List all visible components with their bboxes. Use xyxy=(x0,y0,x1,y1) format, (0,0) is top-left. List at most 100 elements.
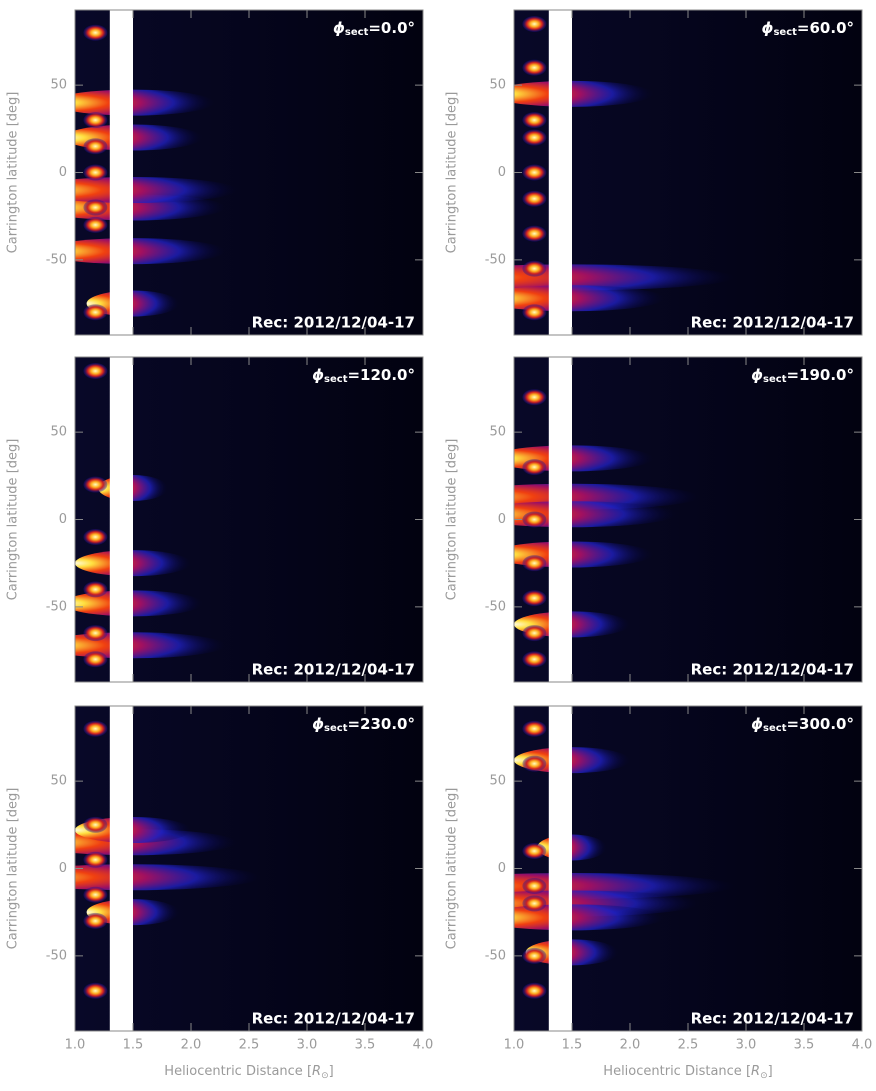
inner-blob xyxy=(522,651,547,668)
inner-blob xyxy=(522,895,547,912)
inner-blob xyxy=(522,843,547,860)
y-tick-label: 50 xyxy=(489,774,506,789)
y-tick-label: 50 xyxy=(50,425,67,440)
inner-blob xyxy=(83,581,108,598)
panel-title: ϕsect=0.0° xyxy=(333,19,415,39)
y-tick-label: -50 xyxy=(46,948,67,963)
inner-blob xyxy=(83,216,108,233)
y-axis-label: Carrington latitude [deg] xyxy=(445,788,460,950)
x-tick-label: 3.5 xyxy=(794,1038,815,1053)
x-tick-label: 3.5 xyxy=(355,1038,376,1053)
y-tick-label: -50 xyxy=(485,252,506,267)
x-tick-label: 2.5 xyxy=(678,1038,699,1053)
title-symbol: ϕ xyxy=(312,366,324,384)
title-text: =230.0° xyxy=(347,715,415,733)
inner-blob xyxy=(522,511,547,528)
inner-blob xyxy=(522,225,547,242)
occulter xyxy=(548,706,572,1031)
y-tick-label: -50 xyxy=(46,599,67,614)
inner-blob xyxy=(522,389,547,406)
inner-blob xyxy=(83,164,108,181)
x-tick-label: 4.0 xyxy=(413,1038,434,1053)
y-tick-label: 50 xyxy=(489,425,506,440)
title-text: =0.0° xyxy=(368,19,415,37)
streamer xyxy=(514,80,654,107)
panel-title: ϕsect=120.0° xyxy=(312,366,415,386)
annotation: Rec: 2012/12/04-17 xyxy=(691,1010,854,1028)
x-tick-label: 2.0 xyxy=(620,1038,641,1053)
inner-blob xyxy=(83,851,108,868)
panel: -50 0 50 1.0 1.5 2.0 2.5 3.0 3.5 4.0 Carrington la… xyxy=(6,705,434,1081)
inner-blob xyxy=(83,112,108,129)
x-label-end: ] xyxy=(329,1064,334,1079)
title-symbol: ϕ xyxy=(312,715,324,733)
inner-blob xyxy=(83,982,108,999)
panel-title: ϕsect=190.0° xyxy=(751,366,854,386)
x-tick-label: 1.5 xyxy=(123,1038,144,1053)
x-label-sub: ⊙ xyxy=(760,1071,768,1081)
y-tick-label: 50 xyxy=(50,78,67,93)
panel-title: ϕsect=60.0° xyxy=(762,19,854,39)
x-tick-label: 1.0 xyxy=(504,1038,525,1053)
panel: -50 0 50 Carrington latitude [deg] ϕsect=60.… xyxy=(445,9,863,336)
inner-blob xyxy=(83,720,108,737)
y-axis-label: Carrington latitude [deg] xyxy=(445,92,460,254)
y-tick-label: 0 xyxy=(59,861,67,876)
streamer xyxy=(514,541,654,568)
x-axis-label: Heliocentric Distance [R⊙] xyxy=(603,1064,772,1081)
inner-blob xyxy=(522,459,547,476)
x-tick-label: 4.0 xyxy=(852,1038,873,1053)
inner-blob xyxy=(83,24,108,41)
inner-blob xyxy=(83,138,108,155)
inner-blob xyxy=(522,625,547,642)
title-sub: sect xyxy=(773,27,797,38)
title-sub: sect xyxy=(324,374,348,385)
title-symbol: ϕ xyxy=(751,715,763,733)
inner-blob xyxy=(83,199,108,216)
y-axis-label: Carrington latitude [deg] xyxy=(6,439,21,601)
title-text: =300.0° xyxy=(786,715,854,733)
y-tick-label: 0 xyxy=(498,861,506,876)
occulter xyxy=(109,357,133,682)
inner-blob xyxy=(83,625,108,642)
panel-title: ϕsect=230.0° xyxy=(312,715,415,735)
title-symbol: ϕ xyxy=(762,19,774,37)
annotation: Rec: 2012/12/04-17 xyxy=(691,661,854,679)
streamer xyxy=(75,89,215,116)
y-tick-label: 50 xyxy=(50,774,67,789)
y-axis-label: Carrington latitude [deg] xyxy=(6,788,21,950)
title-sub: sect xyxy=(763,374,787,385)
y-tick-label: -50 xyxy=(485,948,506,963)
y-tick-label: 0 xyxy=(498,512,506,527)
title-symbol: ϕ xyxy=(751,366,763,384)
x-label-sub: ⊙ xyxy=(321,1071,329,1081)
inner-blob xyxy=(522,190,547,207)
title-text: =120.0° xyxy=(347,366,415,384)
x-label-text: Heliocentric Distance [ xyxy=(164,1064,312,1079)
inner-blob xyxy=(83,816,108,833)
annotation: Rec: 2012/12/04-17 xyxy=(691,314,854,332)
inner-blob xyxy=(83,886,108,903)
inner-blob xyxy=(522,555,547,572)
annotation: Rec: 2012/12/04-17 xyxy=(252,661,415,679)
inner-blob xyxy=(522,129,547,146)
y-tick-label: 50 xyxy=(489,78,506,93)
x-tick-label: 3.0 xyxy=(736,1038,757,1053)
title-sub: sect xyxy=(324,723,348,734)
title-text: =60.0° xyxy=(797,19,854,37)
y-axis-label: Carrington latitude [deg] xyxy=(6,92,21,254)
inner-blob xyxy=(522,947,547,964)
streamer xyxy=(514,445,654,472)
occulter xyxy=(109,706,133,1031)
x-tick-label: 3.0 xyxy=(297,1038,318,1053)
inner-blob xyxy=(522,982,547,999)
occulter xyxy=(548,357,572,682)
inner-blob xyxy=(522,59,547,76)
inner-blob xyxy=(83,362,108,379)
occulter xyxy=(109,10,133,335)
y-tick-label: 0 xyxy=(59,165,67,180)
inner-blob xyxy=(522,877,547,894)
annotation: Rec: 2012/12/04-17 xyxy=(252,314,415,332)
inner-blob xyxy=(522,590,547,607)
